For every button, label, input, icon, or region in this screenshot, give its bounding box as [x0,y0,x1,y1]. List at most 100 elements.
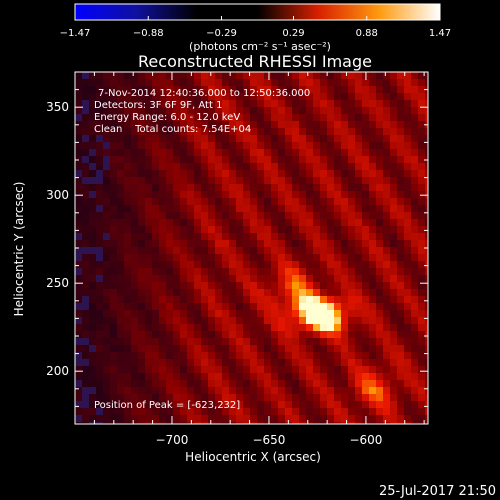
heatmap-cell [327,184,335,192]
heatmap-cell [250,268,258,276]
heatmap-cell [320,163,328,171]
heatmap-cell [299,282,307,290]
heatmap-cell [397,72,405,80]
heatmap-cell [145,142,153,150]
heatmap-cell [96,380,104,388]
heatmap-cell [257,72,265,80]
heatmap-cell [425,317,428,325]
heatmap-cell [222,219,230,227]
heatmap-cell [418,282,426,290]
heatmap-cell [306,331,314,339]
heatmap-cell [348,331,356,339]
heatmap-cell [376,387,384,395]
heatmap-cell [89,177,97,185]
heatmap-cell [334,261,342,269]
heatmap-cell [369,93,377,101]
heatmap-cell [194,107,202,115]
heatmap-cell [243,149,251,157]
heatmap-cell [320,114,328,122]
heatmap-cell [390,275,398,283]
heatmap-cell [425,128,428,136]
heatmap-cell [257,282,265,290]
heatmap-cell [327,268,335,276]
heatmap-cell [278,254,286,262]
heatmap-cell [341,380,349,388]
heatmap-cell [117,205,125,213]
heatmap-cell [362,268,370,276]
heatmap-cell [257,177,265,185]
heatmap-cell [145,233,153,241]
heatmap-cell [348,303,356,311]
heatmap-cell [215,345,223,353]
heatmap-cell [194,359,202,367]
heatmap-cell [404,205,412,213]
heatmap-cell [117,198,125,206]
heatmap-cell [75,303,83,311]
heatmap-cell [418,401,426,409]
heatmap-cell [131,401,139,409]
heatmap-cell [173,219,181,227]
heatmap-cell [362,324,370,332]
heatmap-cell [173,184,181,192]
heatmap-cell [159,366,167,374]
heatmap-cell [117,303,125,311]
heatmap-cell [341,142,349,150]
heatmap-cell [208,359,216,367]
heatmap-cell [285,86,293,94]
heatmap-cell [75,163,83,171]
heatmap-cell [397,198,405,206]
heatmap-cell [110,254,118,262]
heatmap-cell [82,268,90,276]
heatmap-cell [390,142,398,150]
heatmap-cell [89,261,97,269]
heatmap-cell [243,275,251,283]
heatmap-cell [320,338,328,346]
heatmap-cell [355,100,363,108]
heatmap-cell [376,380,384,388]
heatmap-cell [334,373,342,381]
heatmap-cell [124,317,132,325]
heatmap-cell [278,373,286,381]
heatmap-cell [383,177,391,185]
heatmap-cell [404,72,412,80]
heatmap-cell [341,156,349,164]
heatmap-cell [271,275,279,283]
heatmap-cell [110,86,118,94]
heatmap-cell [96,247,104,255]
heatmap-cell [250,317,258,325]
heatmap-cell [390,352,398,360]
heatmap-cell [313,191,321,199]
heatmap-cell [383,310,391,318]
heatmap-cell [89,72,97,80]
heatmap-cell [278,163,286,171]
heatmap-cell [334,401,342,409]
heatmap-cell [201,233,209,241]
heatmap-cell [229,282,237,290]
heatmap-cell [397,310,405,318]
heatmap-cell [201,142,209,150]
heatmap-cell [124,401,132,409]
heatmap-cell [411,135,419,143]
heatmap-cell [166,373,174,381]
heatmap-cell [362,226,370,234]
heatmap-cell [292,114,300,122]
heatmap-cell [257,86,265,94]
heatmap-cell [418,415,426,423]
heatmap-cell [390,100,398,108]
heatmap-cell [355,289,363,297]
heatmap-cell [194,226,202,234]
heatmap-cell [404,233,412,241]
heatmap-cell [138,93,146,101]
heatmap-cell [397,205,405,213]
heatmap-cell [264,387,272,395]
heatmap-cell [341,254,349,262]
heatmap-cell [362,296,370,304]
heatmap-cell [320,359,328,367]
heatmap-cell [348,324,356,332]
heatmap-cell [334,394,342,402]
heatmap-cell [397,275,405,283]
heatmap-cell [334,247,342,255]
heatmap-cell [138,373,146,381]
heatmap-cell [362,128,370,136]
heatmap-cell [208,240,216,248]
